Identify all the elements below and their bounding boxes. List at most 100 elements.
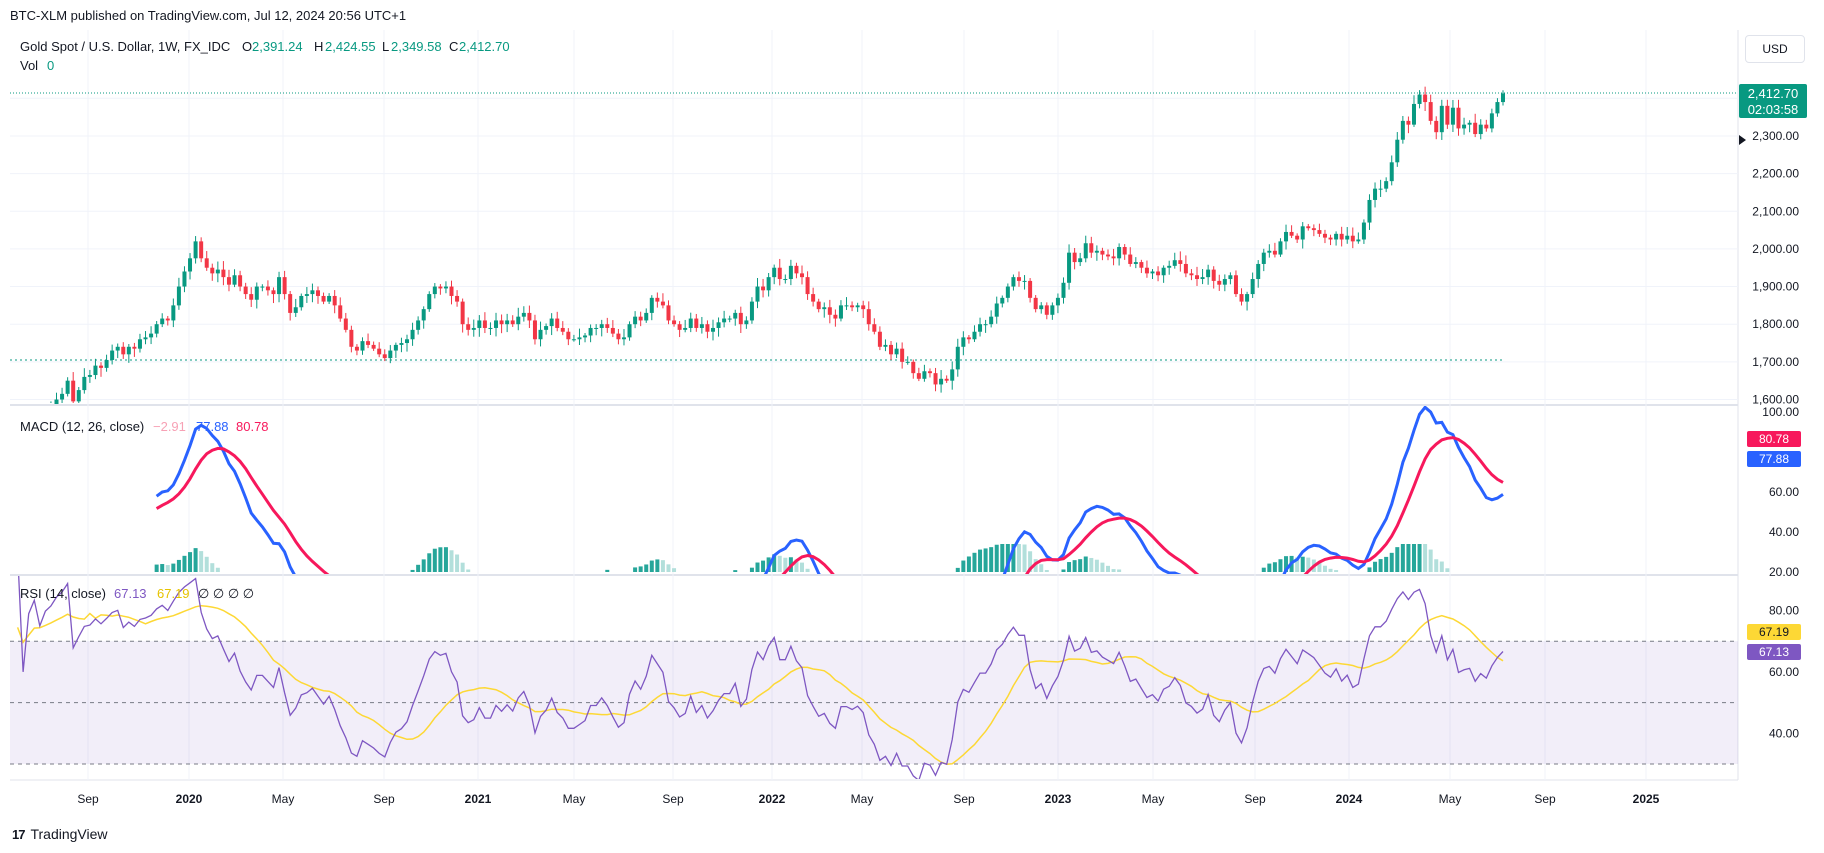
candle-body [1467, 122, 1472, 125]
tradingview-footer: 17 TradingView [12, 826, 108, 842]
candle-body [338, 305, 343, 319]
candle-body [143, 337, 148, 340]
candle-body [744, 320, 749, 325]
macd-hist-bar [1378, 559, 1383, 572]
time-tick-label: Sep [77, 792, 99, 806]
candle-body [282, 277, 287, 295]
candle-body [1239, 294, 1244, 302]
macd-hist-bar [655, 559, 660, 572]
macd-hist-bar [1411, 544, 1416, 572]
price-badge-countdown: 02:03:58 [1748, 102, 1799, 117]
macd-hist-bar [1061, 569, 1066, 572]
candle-body [571, 339, 576, 341]
time-tick-label: Sep [1534, 792, 1556, 806]
candle-body [1428, 102, 1433, 121]
candle-body [749, 301, 754, 321]
candle-body [1417, 94, 1422, 104]
candle-body [905, 361, 910, 363]
time-tick-label: Sep [373, 792, 395, 806]
candle-body [605, 324, 610, 328]
macd-tick-label: 40.00 [1769, 525, 1799, 539]
candle-body [1228, 275, 1233, 280]
candle-body [293, 307, 298, 313]
time-tick-label: May [1439, 792, 1462, 806]
candle-body [527, 312, 532, 321]
macd-tick-label: 20.00 [1769, 565, 1799, 579]
candle-body [1489, 113, 1494, 129]
tradingview-logo-icon: 17 [12, 826, 26, 842]
price-tick-label: 2,100.00 [1752, 204, 1799, 218]
candle-body [60, 393, 65, 400]
macd-hist-bar [449, 550, 454, 572]
macd-hist-bar [1044, 570, 1049, 572]
candle-body [93, 365, 98, 376]
candle-body [416, 320, 421, 330]
candle-body [866, 309, 871, 325]
candle-body [393, 344, 398, 351]
candle-body [733, 312, 738, 319]
candle-body [710, 327, 715, 332]
candle-body [154, 324, 159, 334]
vol-label: Vol [20, 58, 38, 73]
macd-tick-label: 100.00 [1762, 405, 1799, 419]
candle-body [1250, 279, 1255, 295]
candle-body [1356, 239, 1361, 242]
candle-body [794, 265, 799, 274]
macd-hist-bar [1111, 569, 1116, 572]
candle-body [783, 279, 788, 281]
macd-hist-bar [188, 552, 193, 572]
candle-body [1039, 305, 1044, 310]
candle-body [944, 378, 949, 381]
candle-body [644, 312, 649, 321]
candle-body [649, 297, 654, 313]
candle-body [87, 375, 92, 377]
macd-hist-bar [432, 548, 437, 572]
candle-body [1072, 252, 1077, 263]
time-tick-label: 2022 [759, 792, 786, 806]
candle-body [126, 346, 131, 355]
candle-body [688, 318, 693, 328]
candle-body [627, 324, 632, 338]
candle-body [1284, 231, 1289, 242]
macd-hist-value: −2.91 [153, 419, 186, 434]
candle-body [1478, 124, 1483, 135]
macd-hist-bar [199, 551, 204, 572]
candle-body [171, 305, 176, 321]
candle-body [911, 361, 916, 374]
candle-body [916, 373, 921, 379]
candle-body [1105, 254, 1110, 257]
macd-hist-bar [1434, 559, 1439, 572]
candle-body [933, 373, 938, 385]
macd-hist-bar [1039, 564, 1044, 572]
macd-hist-bar [1272, 562, 1277, 572]
macd-hist-bar [672, 568, 677, 572]
currency-button[interactable]: USD [1745, 35, 1805, 63]
macd-hist-bar [1094, 559, 1099, 572]
macd-hist-bar [204, 556, 209, 572]
macd-hist-bar [983, 548, 988, 572]
macd-hist-bar [994, 544, 999, 572]
candle-body [1317, 230, 1322, 234]
candle-body [972, 331, 977, 340]
candle-body [805, 277, 810, 295]
candle-body [1222, 279, 1227, 285]
macd-hist-bar [1406, 544, 1411, 572]
macd-hist-bar [165, 565, 170, 572]
macd-hist-bar [638, 566, 643, 572]
macd-hist-bar [733, 570, 738, 572]
candle-body [1339, 233, 1344, 240]
candle-body [989, 316, 994, 325]
candle-body [633, 316, 638, 325]
candle-body [666, 305, 671, 321]
candle-body [1111, 256, 1116, 259]
candle-body [443, 286, 448, 289]
macd-line-value: 77.88 [196, 419, 229, 434]
candle-body [939, 378, 944, 385]
candle-body [1183, 263, 1188, 274]
candle-body [1350, 235, 1355, 242]
candle-body [65, 380, 70, 394]
macd-hist-bar [1295, 557, 1300, 572]
candle-body [1373, 188, 1378, 200]
macd-hist-bar [1022, 544, 1027, 572]
